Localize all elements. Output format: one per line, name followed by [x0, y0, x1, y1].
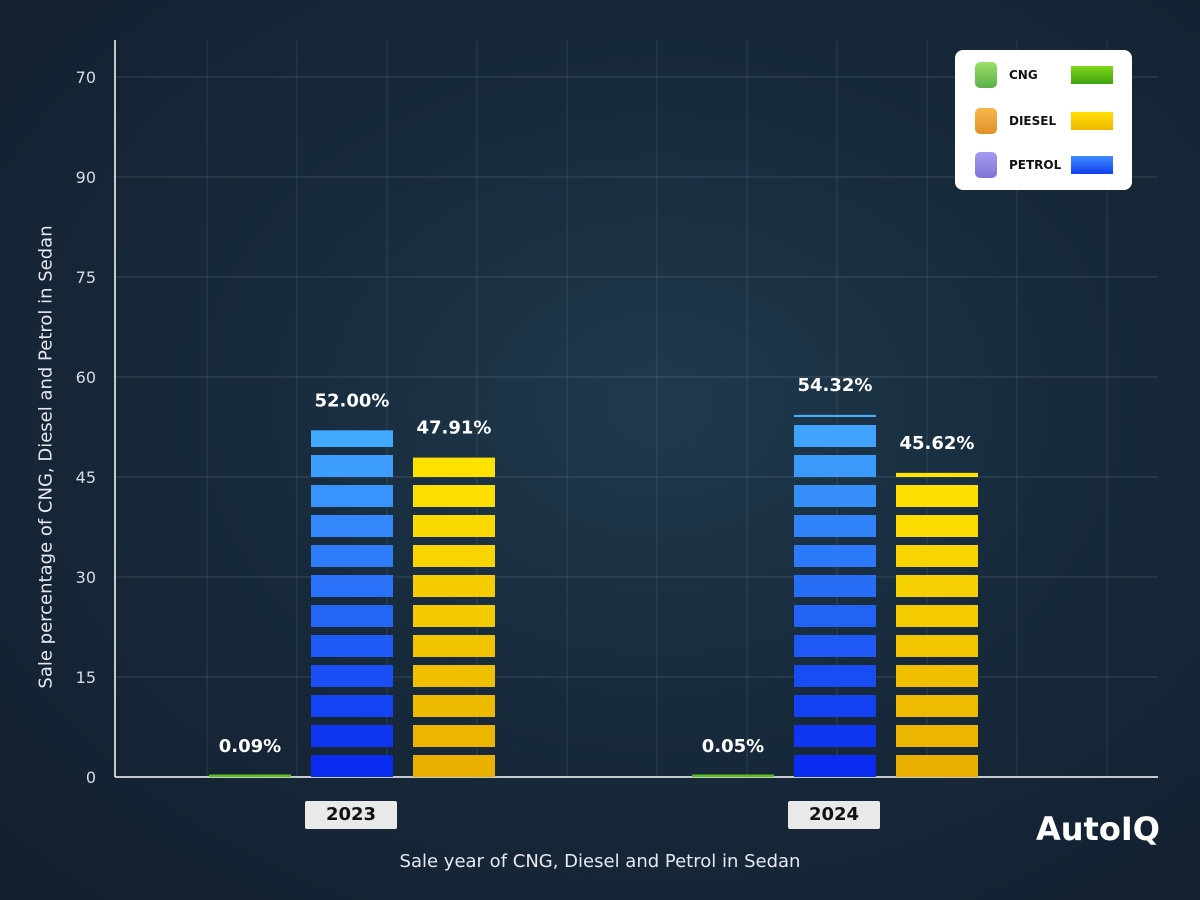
y-tick-label: 60	[76, 368, 96, 387]
bar-segment-diesel-2024	[896, 515, 978, 537]
legend-swatch	[1071, 66, 1113, 84]
bar-segment-petrol-2024	[794, 725, 876, 747]
data-label: 52.00%	[315, 390, 390, 411]
data-label: 0.05%	[702, 736, 764, 757]
x-tick-2023: 2023	[305, 801, 397, 829]
bar-segment-petrol-2023	[311, 430, 393, 447]
legend-label: CNG	[1009, 68, 1038, 82]
bar-cng-2023	[209, 774, 291, 777]
brand-logo: AutoIQ	[1036, 810, 1160, 848]
bar-segment-petrol-2023	[311, 485, 393, 507]
bar-segment-petrol-2023	[311, 725, 393, 747]
bar-segment-petrol-2023	[311, 605, 393, 627]
bar-segment-diesel-2023	[413, 545, 495, 567]
y-tick-label: 45	[76, 468, 96, 487]
bar-segment-petrol-2024	[794, 425, 876, 447]
bar-segment-diesel-2023	[413, 695, 495, 717]
x-tick-2024: 2024	[788, 801, 880, 829]
bar-segment-diesel-2023	[413, 665, 495, 687]
fuel-pump-icon	[975, 152, 997, 178]
bar-segment-petrol-2024	[794, 575, 876, 597]
bar-segment-diesel-2024	[896, 755, 978, 777]
bar-segment-diesel-2023	[413, 635, 495, 657]
bar-segment-diesel-2023	[413, 515, 495, 537]
gas-cylinder-icon	[975, 62, 997, 88]
data-label: 0.09%	[219, 736, 281, 757]
bar-segment-petrol-2023	[311, 665, 393, 687]
jerry-can-icon	[975, 108, 997, 134]
bar-segment-petrol-2024	[794, 545, 876, 567]
legend-item-petrol: PETROL	[975, 152, 1113, 178]
bar-segment-diesel-2023	[413, 457, 495, 477]
legend-swatch	[1071, 156, 1113, 174]
bar-segment-petrol-2024	[794, 695, 876, 717]
bar-segment-diesel-2023	[413, 725, 495, 747]
data-label: 47.91%	[417, 418, 492, 439]
y-tick-label: 75	[76, 268, 96, 287]
bar-segment-diesel-2024	[896, 472, 978, 477]
bar-segment-diesel-2023	[413, 755, 495, 777]
data-label: 45.62%	[900, 433, 975, 454]
y-tick-label: 90	[76, 168, 96, 187]
y-axis-label: Sale percentage of CNG, Diesel and Petro…	[35, 225, 57, 689]
data-label: 54.32%	[798, 375, 873, 396]
bar-segment-petrol-2023	[311, 545, 393, 567]
bar-segment-petrol-2024	[794, 455, 876, 477]
x-axis-label: Sale year of CNG, Diesel and Petrol in S…	[399, 851, 801, 872]
bar-segment-diesel-2024	[896, 575, 978, 597]
legend-item-cng: CNG	[975, 62, 1113, 88]
bar-segment-diesel-2023	[413, 575, 495, 597]
bar-segment-petrol-2024	[794, 755, 876, 777]
bar-segment-petrol-2024	[794, 515, 876, 537]
legend-label: PETROL	[1009, 158, 1062, 172]
bar-segment-diesel-2024	[896, 545, 978, 567]
bar-segment-petrol-2024	[794, 485, 876, 507]
legend-swatch	[1071, 112, 1113, 130]
bar-segment-petrol-2023	[311, 455, 393, 477]
bar-segment-petrol-2023	[311, 695, 393, 717]
legend-label: DIESEL	[1009, 114, 1057, 128]
legend-item-diesel: DIESEL	[975, 108, 1113, 134]
bar-segment-diesel-2023	[413, 485, 495, 507]
y-tick-label: 70	[76, 68, 96, 87]
bar-segment-petrol-2024	[794, 414, 876, 417]
y-tick-label: 15	[76, 668, 96, 687]
bar-segment-petrol-2023	[311, 635, 393, 657]
y-tick-label: 30	[76, 568, 96, 587]
y-tick-label: 0	[86, 768, 96, 787]
legend: CNG DIESEL PETROL	[955, 50, 1132, 190]
bar-cng-2024	[692, 774, 774, 777]
bar-segment-diesel-2024	[896, 725, 978, 747]
bar-segment-petrol-2024	[794, 605, 876, 627]
bar-segment-diesel-2024	[896, 485, 978, 507]
bar-segment-petrol-2023	[311, 515, 393, 537]
bar-segment-diesel-2024	[896, 605, 978, 627]
bar-segment-petrol-2023	[311, 755, 393, 777]
bar-segment-petrol-2023	[311, 575, 393, 597]
bar-segment-diesel-2024	[896, 665, 978, 687]
bar-segment-diesel-2023	[413, 605, 495, 627]
bar-segment-petrol-2024	[794, 665, 876, 687]
bar-segment-petrol-2024	[794, 635, 876, 657]
bar-segment-diesel-2024	[896, 695, 978, 717]
bar-segment-diesel-2024	[896, 635, 978, 657]
